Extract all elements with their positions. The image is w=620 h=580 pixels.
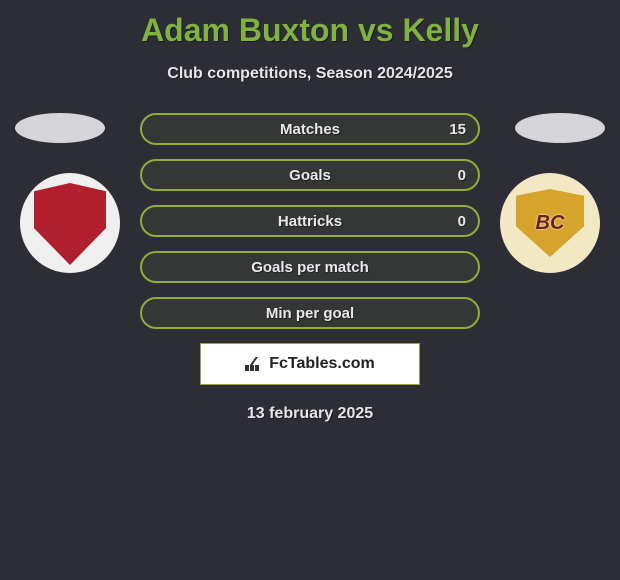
stat-right-value: 0 [458,213,466,230]
stat-label: Hattricks [278,213,342,230]
stat-rows: Matches 15 Goals 0 Hattricks 0 Goals per… [140,113,480,329]
generated-date: 13 february 2025 [0,405,620,423]
stat-row-min-per-goal: Min per goal [140,297,480,329]
stat-row-matches: Matches 15 [140,113,480,145]
page-title: Adam Buxton vs Kelly [0,0,620,49]
brand-text: FcTables.com [269,355,375,373]
team-crest-right [500,173,600,273]
team-crest-left [20,173,120,273]
stat-label: Min per goal [266,305,354,322]
player-left-slot [15,113,105,143]
comparison-panel: Matches 15 Goals 0 Hattricks 0 Goals per… [0,113,620,423]
stat-row-goals-per-match: Goals per match [140,251,480,283]
stat-right-value: 0 [458,167,466,184]
stat-row-goals: Goals 0 [140,159,480,191]
stat-label: Goals per match [251,259,369,276]
stat-right-value: 15 [449,121,466,138]
stat-label: Goals [289,167,331,184]
stat-row-hattricks: Hattricks 0 [140,205,480,237]
player-right-slot [515,113,605,143]
page-subtitle: Club competitions, Season 2024/2025 [0,65,620,83]
brand-chart-icon [245,357,263,371]
brand-watermark: FcTables.com [200,343,420,385]
stat-label: Matches [280,121,340,138]
